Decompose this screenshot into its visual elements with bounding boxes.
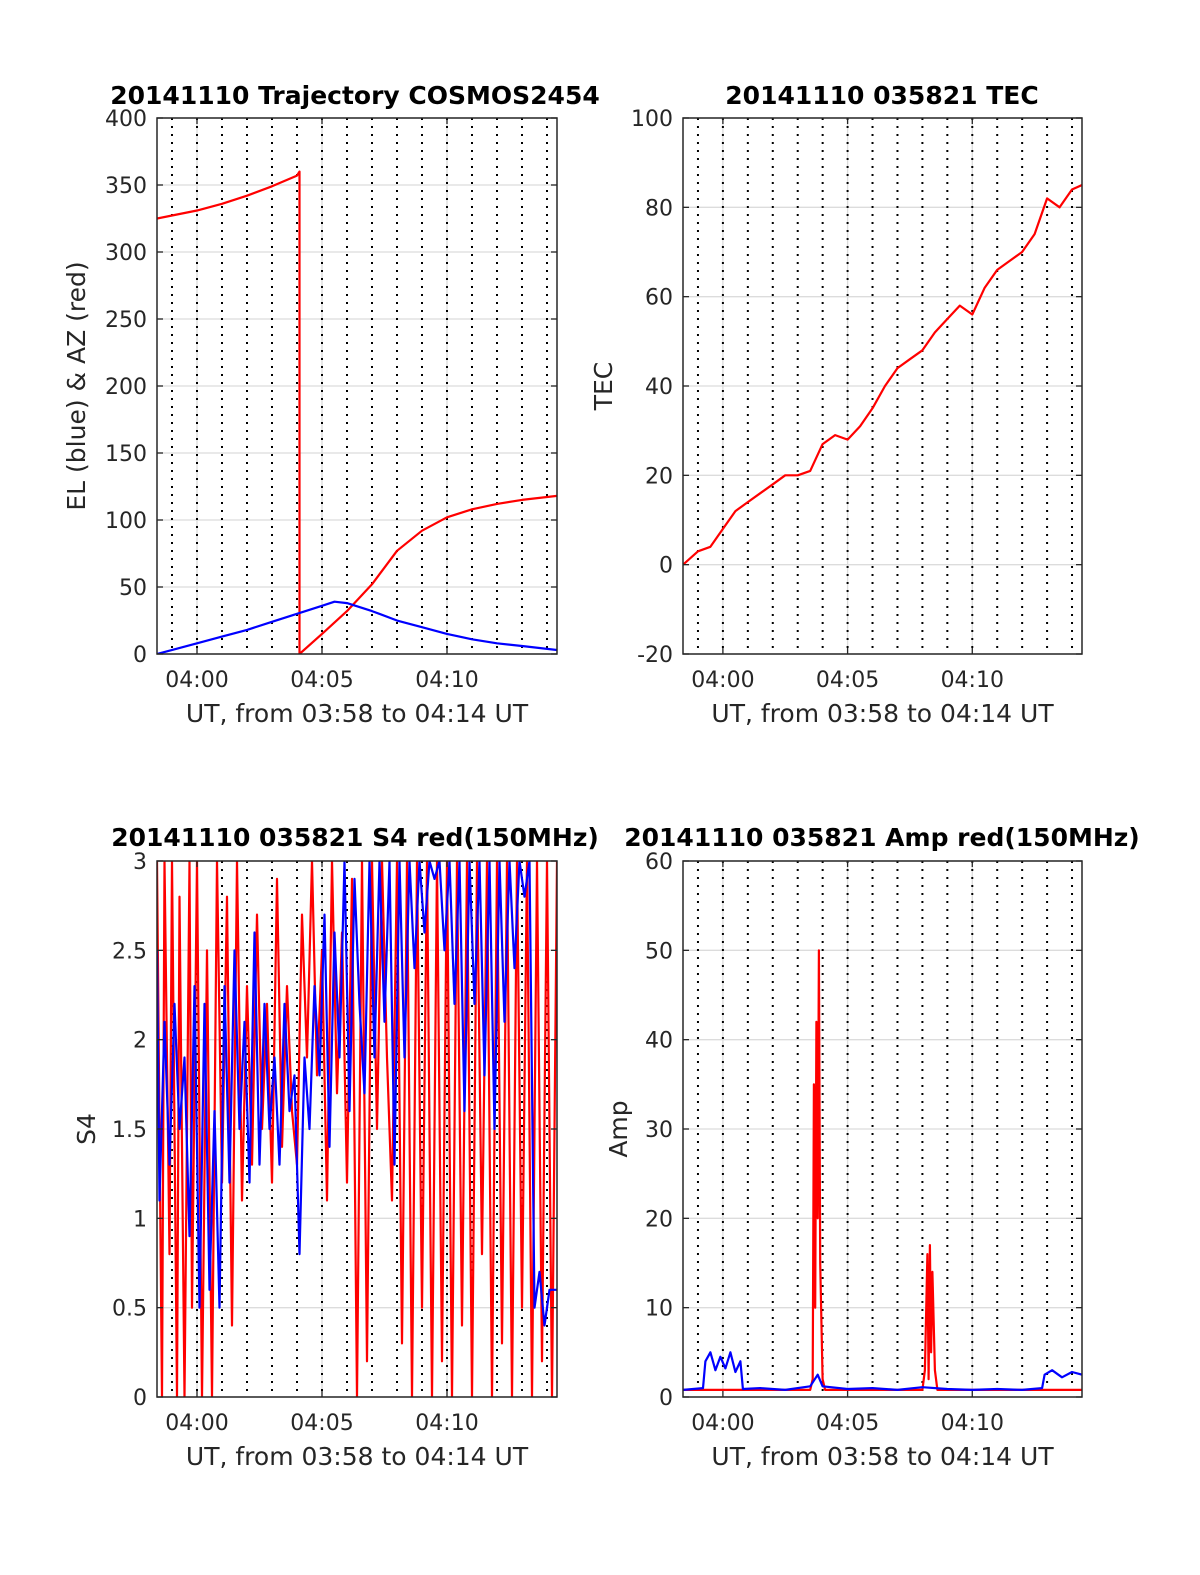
series-line-2 — [157, 600, 557, 654]
y-tick-label: 250 — [105, 308, 147, 333]
y-axis-label: TEC — [589, 362, 618, 412]
chart-title: 20141110 Trajectory COSMOS2454 — [110, 81, 600, 110]
y-tick-label: 0 — [659, 1386, 673, 1411]
y-tick-label: 2.5 — [112, 939, 147, 964]
x-tick-label: 04:10 — [415, 668, 478, 693]
x-axis-label: UT, from 03:58 to 04:14 UT — [711, 1442, 1054, 1471]
y-axis-label: S4 — [72, 1113, 101, 1145]
x-tick-label: 04:00 — [691, 668, 754, 693]
y-tick-label: 60 — [645, 286, 673, 311]
y-tick-label: 50 — [119, 576, 147, 601]
chart-panel-3: 0 0.5 1 1.5 2 2.5 3 04:00 04:05 04:10 UT, from 03:… — [72, 823, 599, 1471]
series-line-1 — [683, 949, 1082, 1391]
x-tick-label: 04:10 — [415, 1411, 478, 1436]
y-tick-label: 30 — [645, 1118, 673, 1143]
series-line-1 — [157, 861, 557, 1397]
chart-title: 20141110 035821 S4 red(150MHz) — [111, 823, 599, 852]
y-tick-label: 400 — [105, 107, 147, 132]
y-tick-label: 1 — [133, 1207, 147, 1232]
y-tick-label: 20 — [645, 464, 673, 489]
series-line-1 — [683, 183, 1082, 566]
y-tick-label: 300 — [105, 241, 147, 266]
y-tick-label: 40 — [645, 1029, 673, 1054]
y-tick-label: 0.5 — [112, 1297, 147, 1322]
x-axis-label: UT, from 03:58 to 04:14 UT — [186, 1442, 529, 1471]
chart-panel-1: 0 50 100 150 200 250 300 350 400 04:00 04:05 04:10 U… — [62, 81, 600, 728]
y-tick-label: 150 — [105, 442, 147, 467]
series-line-2 — [157, 861, 557, 1327]
x-axis-label: UT, from 03:58 to 04:14 UT — [186, 699, 529, 728]
series-line-2 — [683, 1351, 1082, 1391]
x-tick-label: 04:00 — [691, 1411, 754, 1436]
y-tick-label: 100 — [105, 509, 147, 534]
y-tick-label: 3 — [133, 850, 147, 875]
x-tick-label: 04:10 — [941, 668, 1004, 693]
x-tick-label: 04:05 — [816, 1411, 879, 1436]
y-tick-label: 0 — [659, 554, 673, 579]
y-tick-label: 0 — [133, 1386, 147, 1411]
x-tick-label: 04:00 — [165, 668, 228, 693]
x-tick-label: 04:00 — [165, 1411, 228, 1436]
chart-title: 20141110 035821 TEC — [725, 81, 1038, 110]
chart-panel-2: -20 0 20 40 60 80 100 04:00 04:05 04:10 UT, from 0… — [589, 81, 1083, 728]
y-tick-label: 350 — [105, 174, 147, 199]
chart-title: 20141110 035821 Amp red(150MHz) — [624, 823, 1140, 852]
x-tick-label: 04:10 — [941, 1411, 1004, 1436]
y-tick-label: 1.5 — [112, 1118, 147, 1143]
y-tick-label: 2 — [133, 1029, 147, 1054]
y-tick-label: 20 — [645, 1207, 673, 1232]
y-axis-label: Amp — [604, 1100, 633, 1157]
y-tick-label: -20 — [637, 643, 673, 668]
y-tick-label: 0 — [133, 643, 147, 668]
x-tick-label: 04:05 — [290, 668, 353, 693]
y-tick-label: 200 — [105, 375, 147, 400]
y-tick-label: 10 — [645, 1297, 673, 1322]
y-tick-label: 40 — [645, 375, 673, 400]
y-tick-label: 80 — [645, 196, 673, 221]
x-tick-label: 04:05 — [290, 1411, 353, 1436]
chart-panel-4: 0 10 20 30 40 50 60 04:00 04:05 04:10 UT, from 03:… — [604, 823, 1140, 1471]
y-axis-label: EL (blue) & AZ (red) — [62, 261, 91, 510]
series-line-1 — [157, 170, 557, 654]
y-tick-label: 50 — [645, 939, 673, 964]
y-tick-label: 60 — [645, 850, 673, 875]
y-tick-label: 100 — [631, 107, 673, 132]
x-axis-label: UT, from 03:58 to 04:14 UT — [711, 699, 1054, 728]
x-tick-label: 04:05 — [816, 668, 879, 693]
